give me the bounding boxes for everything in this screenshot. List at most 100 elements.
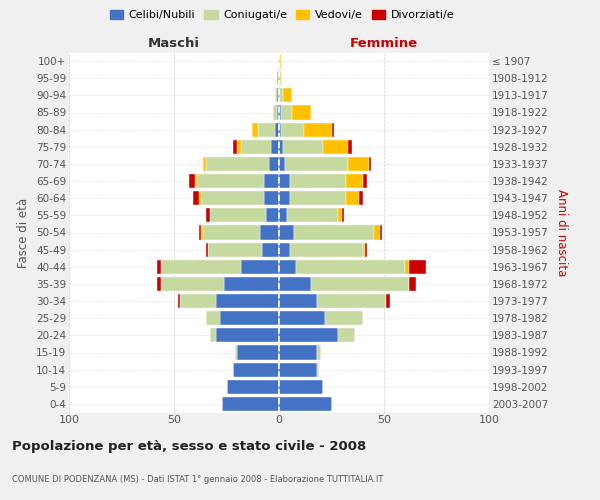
Bar: [359, 191, 363, 205]
Bar: [279, 328, 338, 342]
Bar: [161, 277, 224, 291]
Bar: [235, 346, 237, 360]
Bar: [216, 294, 279, 308]
Bar: [283, 140, 323, 154]
Bar: [262, 242, 279, 256]
Bar: [409, 260, 426, 274]
Bar: [363, 174, 367, 188]
Bar: [279, 88, 283, 102]
Bar: [237, 140, 241, 154]
Bar: [203, 226, 260, 239]
Bar: [317, 294, 386, 308]
Bar: [157, 260, 161, 274]
Bar: [346, 191, 359, 205]
Bar: [279, 208, 287, 222]
Bar: [331, 122, 334, 136]
Bar: [294, 226, 373, 239]
Bar: [290, 242, 363, 256]
Bar: [208, 242, 262, 256]
Bar: [275, 88, 277, 102]
Bar: [279, 106, 281, 120]
Bar: [205, 157, 269, 171]
Bar: [203, 157, 205, 171]
Bar: [271, 140, 279, 154]
Bar: [380, 226, 382, 239]
Bar: [279, 362, 317, 376]
Bar: [311, 277, 409, 291]
Bar: [266, 208, 279, 222]
Bar: [202, 226, 203, 239]
Bar: [277, 88, 279, 102]
Bar: [279, 226, 294, 239]
Bar: [317, 362, 319, 376]
Y-axis label: Fasce di età: Fasce di età: [17, 198, 31, 268]
Bar: [202, 191, 265, 205]
Bar: [227, 380, 279, 394]
Bar: [279, 397, 331, 411]
Bar: [161, 260, 241, 274]
Bar: [325, 311, 363, 325]
Y-axis label: Anni di nascita: Anni di nascita: [555, 189, 568, 276]
Bar: [279, 346, 317, 360]
Bar: [287, 208, 338, 222]
Bar: [252, 122, 258, 136]
Bar: [279, 174, 290, 188]
Bar: [338, 208, 342, 222]
Bar: [369, 157, 371, 171]
Bar: [405, 260, 409, 274]
Bar: [279, 140, 283, 154]
Bar: [283, 88, 292, 102]
Bar: [365, 242, 367, 256]
Bar: [290, 191, 346, 205]
Bar: [409, 277, 415, 291]
Bar: [233, 140, 237, 154]
Bar: [279, 242, 290, 256]
Bar: [323, 140, 348, 154]
Bar: [265, 191, 279, 205]
Bar: [304, 122, 331, 136]
Bar: [277, 106, 279, 120]
Bar: [317, 346, 321, 360]
Bar: [279, 157, 286, 171]
Bar: [373, 226, 380, 239]
Bar: [197, 174, 265, 188]
Bar: [224, 277, 279, 291]
Bar: [157, 277, 161, 291]
Bar: [258, 122, 275, 136]
Bar: [188, 174, 195, 188]
Bar: [260, 226, 279, 239]
Text: Maschi: Maschi: [148, 38, 200, 51]
Bar: [279, 54, 281, 68]
Bar: [279, 277, 311, 291]
Bar: [220, 311, 279, 325]
Bar: [210, 208, 266, 222]
Text: Femmine: Femmine: [350, 38, 418, 51]
Bar: [199, 226, 202, 239]
Bar: [281, 122, 304, 136]
Bar: [342, 208, 344, 222]
Bar: [338, 328, 355, 342]
Bar: [216, 328, 279, 342]
Bar: [281, 106, 292, 120]
Bar: [386, 294, 390, 308]
Bar: [206, 242, 208, 256]
Bar: [195, 174, 197, 188]
Bar: [363, 242, 365, 256]
Text: COMUNE DI PODENZANA (MS) - Dati ISTAT 1° gennaio 2008 - Elaborazione TUTTITALIA.: COMUNE DI PODENZANA (MS) - Dati ISTAT 1°…: [12, 476, 383, 484]
Bar: [296, 260, 405, 274]
Bar: [272, 106, 277, 120]
Bar: [279, 311, 325, 325]
Bar: [346, 174, 363, 188]
Bar: [178, 294, 181, 308]
Bar: [265, 174, 279, 188]
Bar: [286, 157, 348, 171]
Bar: [348, 140, 352, 154]
Bar: [241, 260, 279, 274]
Bar: [292, 106, 311, 120]
Bar: [290, 174, 346, 188]
Bar: [279, 71, 281, 85]
Bar: [210, 328, 216, 342]
Bar: [279, 260, 296, 274]
Bar: [193, 191, 199, 205]
Bar: [199, 191, 202, 205]
